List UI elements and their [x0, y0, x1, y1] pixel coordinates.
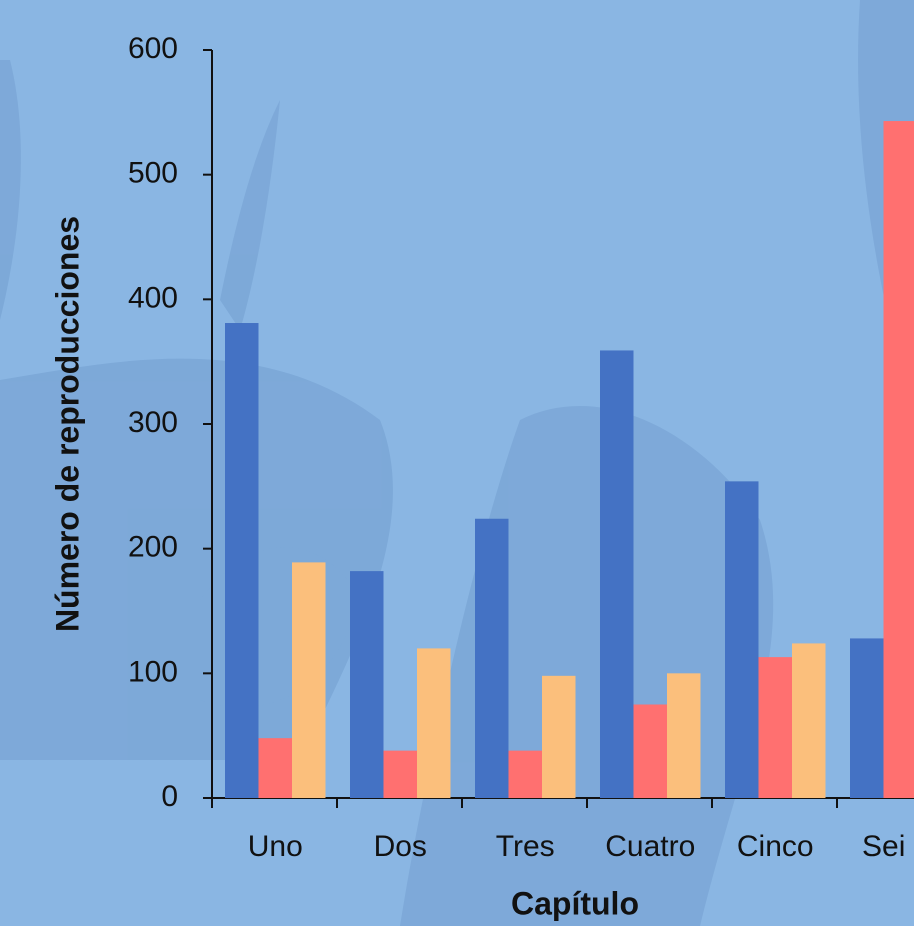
bar: [417, 648, 451, 798]
x-separators: [211, 798, 838, 808]
y-tick-label: 0: [161, 780, 178, 813]
y-axis-title: Número de reproducciones: [49, 216, 85, 632]
bar: [542, 675, 576, 798]
bar: [383, 750, 417, 798]
bar: [292, 562, 326, 798]
bar: [508, 750, 542, 798]
bar: [600, 350, 634, 798]
y-tick-label: 300: [128, 406, 178, 439]
bar: [633, 704, 667, 798]
x-axis-title: Capítulo: [511, 885, 639, 921]
bar: [350, 571, 384, 798]
x-tick-label: Uno: [248, 830, 303, 863]
x-tick-label: Cinco: [737, 830, 814, 863]
bar: [758, 657, 792, 798]
bar: [225, 323, 259, 798]
bar: [792, 643, 826, 798]
y-tick-label: 600: [128, 32, 178, 65]
x-tick-label: Cuatro: [605, 830, 695, 863]
y-tick-label: 200: [128, 531, 178, 564]
x-tick-label: Tres: [496, 830, 555, 863]
bar: [883, 121, 914, 798]
y-tick-label: 500: [128, 157, 178, 190]
bar: [258, 738, 292, 798]
bar: [667, 673, 701, 798]
bar: [850, 638, 884, 798]
y-tick-label: 400: [128, 281, 178, 314]
x-tick-label: Dos: [374, 830, 427, 863]
y-tick-label: 100: [128, 655, 178, 688]
bar: [475, 518, 509, 798]
x-tick-label: Sei: [862, 830, 905, 863]
bar: [725, 481, 759, 798]
